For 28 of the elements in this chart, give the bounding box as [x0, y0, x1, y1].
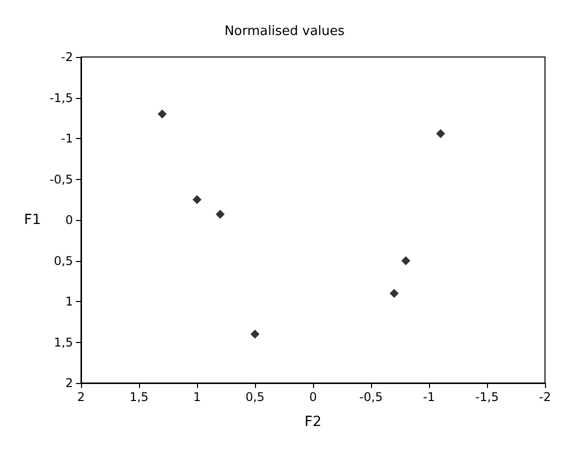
chart-title: Normalised values [224, 24, 345, 39]
y-tick-label: -1 [61, 132, 73, 146]
y-tick-label: 1,5 [54, 335, 73, 350]
point [158, 110, 167, 119]
x-tick-label: -1 [423, 390, 435, 404]
x-tick-label: 2 [77, 390, 85, 404]
x-tick-label: 0 [309, 390, 317, 404]
y-axis-title: F1 [24, 212, 41, 228]
y-tick-label: 2 [65, 376, 73, 390]
x-tick-label: -0,5 [359, 390, 383, 404]
y-tick-label: -1,5 [50, 90, 73, 105]
y-tick-label: -2 [61, 50, 73, 64]
x-tick-label: -1,5 [475, 390, 499, 404]
point [250, 330, 260, 339]
x-tick-label: 1 [193, 390, 201, 404]
point [401, 256, 410, 266]
point [216, 210, 225, 219]
x-tick-label: 1,5 [129, 390, 149, 404]
point [436, 129, 446, 138]
point [192, 195, 202, 204]
y-tick-label: -0,5 [50, 172, 73, 186]
y-tick-label: 1 [65, 294, 73, 308]
y-tick-label: 0 [65, 213, 73, 227]
y-tick-label: 0,5 [54, 254, 73, 268]
x-axis-title: F2 [304, 414, 322, 430]
x-tick-label: -2 [539, 390, 551, 404]
x-tick-label: 0,5 [245, 390, 265, 404]
point [390, 288, 399, 298]
